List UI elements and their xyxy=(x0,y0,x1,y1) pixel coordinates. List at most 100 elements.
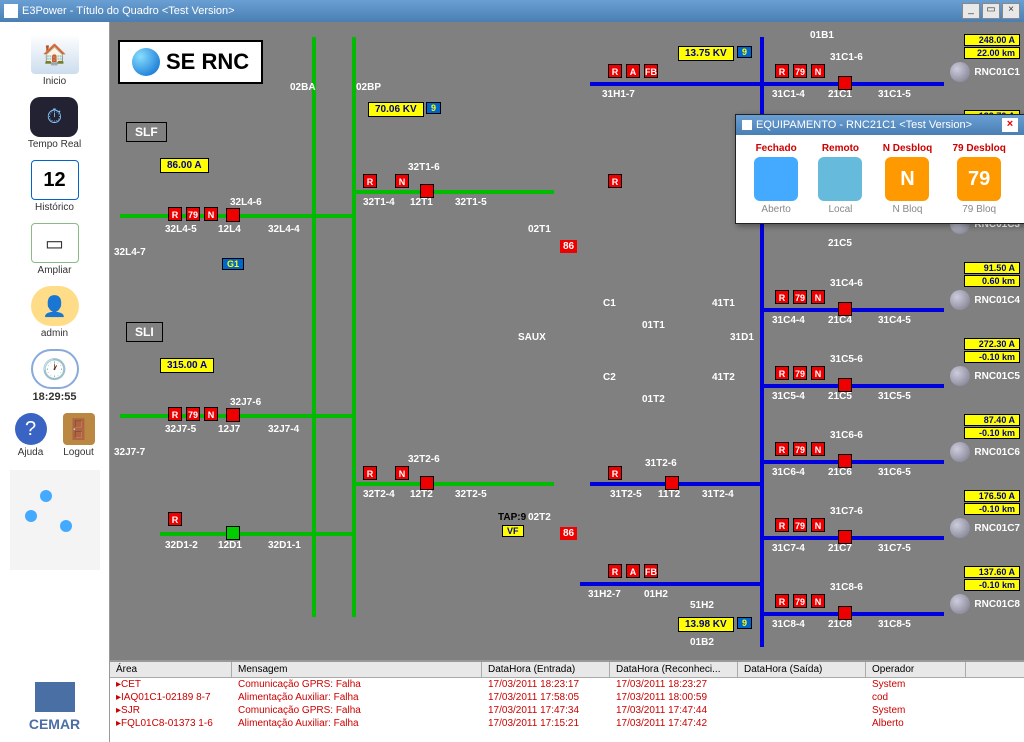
line-31c4 xyxy=(764,308,944,312)
breaker-r-31c6[interactable]: R xyxy=(775,442,789,456)
breaker-11t2[interactable] xyxy=(665,476,679,490)
sidebar-item-historico[interactable]: 12 Histórico xyxy=(27,156,83,217)
breaker-fb-h1[interactable]: FB xyxy=(644,64,658,78)
close-button[interactable]: × xyxy=(1002,3,1020,19)
alarm-row[interactable]: ▸CETComunicação GPRS: Falha17/03/2011 18… xyxy=(110,678,1024,691)
breaker-12d1[interactable] xyxy=(226,526,240,540)
sidebar-item-logout[interactable]: 🚪 Logout xyxy=(59,409,99,462)
alarm-col-dt1[interactable]: DataHora (Entrada) xyxy=(482,662,610,677)
alarm-col-op[interactable]: Operador xyxy=(866,662,966,677)
label-12l4: 12L4 xyxy=(218,224,241,235)
breaker-r-h2[interactable]: R xyxy=(608,466,622,480)
badge-9b: 9 xyxy=(737,46,752,58)
breaker-r-h2b[interactable]: R xyxy=(608,564,622,578)
breaker-r1[interactable]: R xyxy=(168,207,182,221)
feeder-circle-icon[interactable] xyxy=(950,518,970,538)
breaker-r-31c5[interactable]: R xyxy=(775,366,789,380)
breaker-r-h1[interactable]: R xyxy=(608,64,622,78)
breaker-21-31c4[interactable] xyxy=(838,302,852,316)
sidebar-item-ajuda[interactable]: ? Ajuda xyxy=(11,409,51,462)
popup-col[interactable]: FechadoAberto xyxy=(754,143,798,215)
alarm-col-dt3[interactable]: DataHora (Saída) xyxy=(738,662,866,677)
feeder-circle-icon[interactable] xyxy=(950,442,970,462)
sidebar-label: Ajuda xyxy=(18,447,44,458)
breaker-21-31c7[interactable] xyxy=(838,530,852,544)
sidebar-item-inicio[interactable]: 🏠 Inicio xyxy=(27,30,83,91)
sidebar: 🏠 Inicio ⏱ Tempo Real 12 Histórico ▭ Amp… xyxy=(0,22,110,742)
feeder-circle-icon[interactable] xyxy=(950,594,970,614)
sidebar-item-admin[interactable]: 👤 admin xyxy=(27,282,83,343)
breaker-79b[interactable]: 79 xyxy=(186,407,200,421)
breaker-21-31c8[interactable] xyxy=(838,606,852,620)
breaker-79a[interactable]: 79 xyxy=(186,207,200,221)
label-11t2: 11T2 xyxy=(658,489,680,500)
breaker-79-31c8[interactable]: 79 xyxy=(793,594,807,608)
popup-icon xyxy=(742,120,752,130)
popup-col[interactable]: 79 Desbloq7979 Bloq xyxy=(952,143,1005,215)
sidebar-item-ampliar[interactable]: ▭ Ampliar xyxy=(27,219,83,280)
breaker-n-31c1[interactable]: N xyxy=(811,64,825,78)
feeder-name: RNC01C5 xyxy=(974,371,1020,382)
label-31c5-6: 31C5-6 xyxy=(830,354,863,365)
breaker-r-31c4[interactable]: R xyxy=(775,290,789,304)
user-icon: 👤 xyxy=(31,286,79,326)
breaker-r3[interactable]: R xyxy=(168,512,182,526)
popup-col[interactable]: N DesbloqNN Bloq xyxy=(883,143,932,215)
maximize-button[interactable]: ▭ xyxy=(982,3,1000,19)
calendar-icon: 12 xyxy=(31,160,79,200)
sidebar-item-temporeal[interactable]: ⏱ Tempo Real xyxy=(24,93,85,154)
breaker-r2[interactable]: R xyxy=(168,407,182,421)
breaker-fb-h2[interactable]: FB xyxy=(644,564,658,578)
breaker-n1[interactable]: N xyxy=(204,207,218,221)
breaker-r-h[interactable]: R xyxy=(608,174,622,188)
breaker-79-31c1[interactable]: 79 xyxy=(793,64,807,78)
breaker-21-31c1[interactable] xyxy=(838,76,852,90)
breaker-n-31c5[interactable]: N xyxy=(811,366,825,380)
label-21-31c4: 21C4 xyxy=(828,315,852,326)
breaker-79-31c6[interactable]: 79 xyxy=(793,442,807,456)
breaker-r-31c8[interactable]: R xyxy=(775,594,789,608)
breaker-12l4[interactable] xyxy=(226,208,240,222)
breaker-12j7[interactable] xyxy=(226,408,240,422)
alarm-col-dt2[interactable]: DataHora (Reconheci... xyxy=(610,662,738,677)
label-01b2: 01B2 xyxy=(690,637,714,648)
meas-02bp-kv: 70.06 KV xyxy=(368,102,424,117)
alarm-col-area[interactable]: Área xyxy=(110,662,232,677)
breaker-n-31c4[interactable]: N xyxy=(811,290,825,304)
breaker-n-t1[interactable]: N xyxy=(395,174,409,188)
breaker-r-t1[interactable]: R xyxy=(363,174,377,188)
popup-col[interactable]: RemotoLocal xyxy=(818,143,862,215)
feeder-circle-icon[interactable] xyxy=(950,290,970,310)
breaker-n-31c8[interactable]: N xyxy=(811,594,825,608)
alarm-row[interactable]: ▸IAQ01C1-02189 8-7Alimentação Auxiliar: … xyxy=(110,691,1024,704)
breaker-r-31c7[interactable]: R xyxy=(775,518,789,532)
label-c2: C2 xyxy=(603,372,616,383)
breaker-a-h2[interactable]: A xyxy=(626,564,640,578)
minimize-button[interactable]: _ xyxy=(962,3,980,19)
breaker-n-t2[interactable]: N xyxy=(395,466,409,480)
alarm-row[interactable]: ▸SJRComunicação GPRS: Falha17/03/2011 17… xyxy=(110,704,1024,717)
breaker-21-31c6[interactable] xyxy=(838,454,852,468)
badge-86b: 86 xyxy=(560,527,577,540)
breaker-r-31c1[interactable]: R xyxy=(775,64,789,78)
breaker-n-31c7[interactable]: N xyxy=(811,518,825,532)
breaker-a-h1[interactable]: A xyxy=(626,64,640,78)
feeder-circle-icon[interactable] xyxy=(950,62,970,82)
popup-close-button[interactable]: × xyxy=(1002,118,1018,132)
alarm-col-msg[interactable]: Mensagem xyxy=(232,662,482,677)
alarm-row[interactable]: ▸FQL01C8-01373 1-6Alimentação Auxiliar: … xyxy=(110,717,1024,730)
feeder-circle-icon[interactable] xyxy=(950,366,970,386)
breaker-79-31c4[interactable]: 79 xyxy=(793,290,807,304)
feeder-km: -0.10 km xyxy=(964,503,1020,515)
label-32l4-4: 32L4-4 xyxy=(268,224,300,235)
breaker-n-31c6[interactable]: N xyxy=(811,442,825,456)
feeder-name: RNC01C4 xyxy=(974,295,1020,306)
breaker-21-31c5[interactable] xyxy=(838,378,852,392)
breaker-79-31c7[interactable]: 79 xyxy=(793,518,807,532)
breaker-r-t2[interactable]: R xyxy=(363,466,377,480)
label-32l4-7: 32L4-7 xyxy=(114,247,146,258)
breaker-12t1[interactable] xyxy=(420,184,434,198)
breaker-n2[interactable]: N xyxy=(204,407,218,421)
breaker-12t2[interactable] xyxy=(420,476,434,490)
breaker-79-31c5[interactable]: 79 xyxy=(793,366,807,380)
